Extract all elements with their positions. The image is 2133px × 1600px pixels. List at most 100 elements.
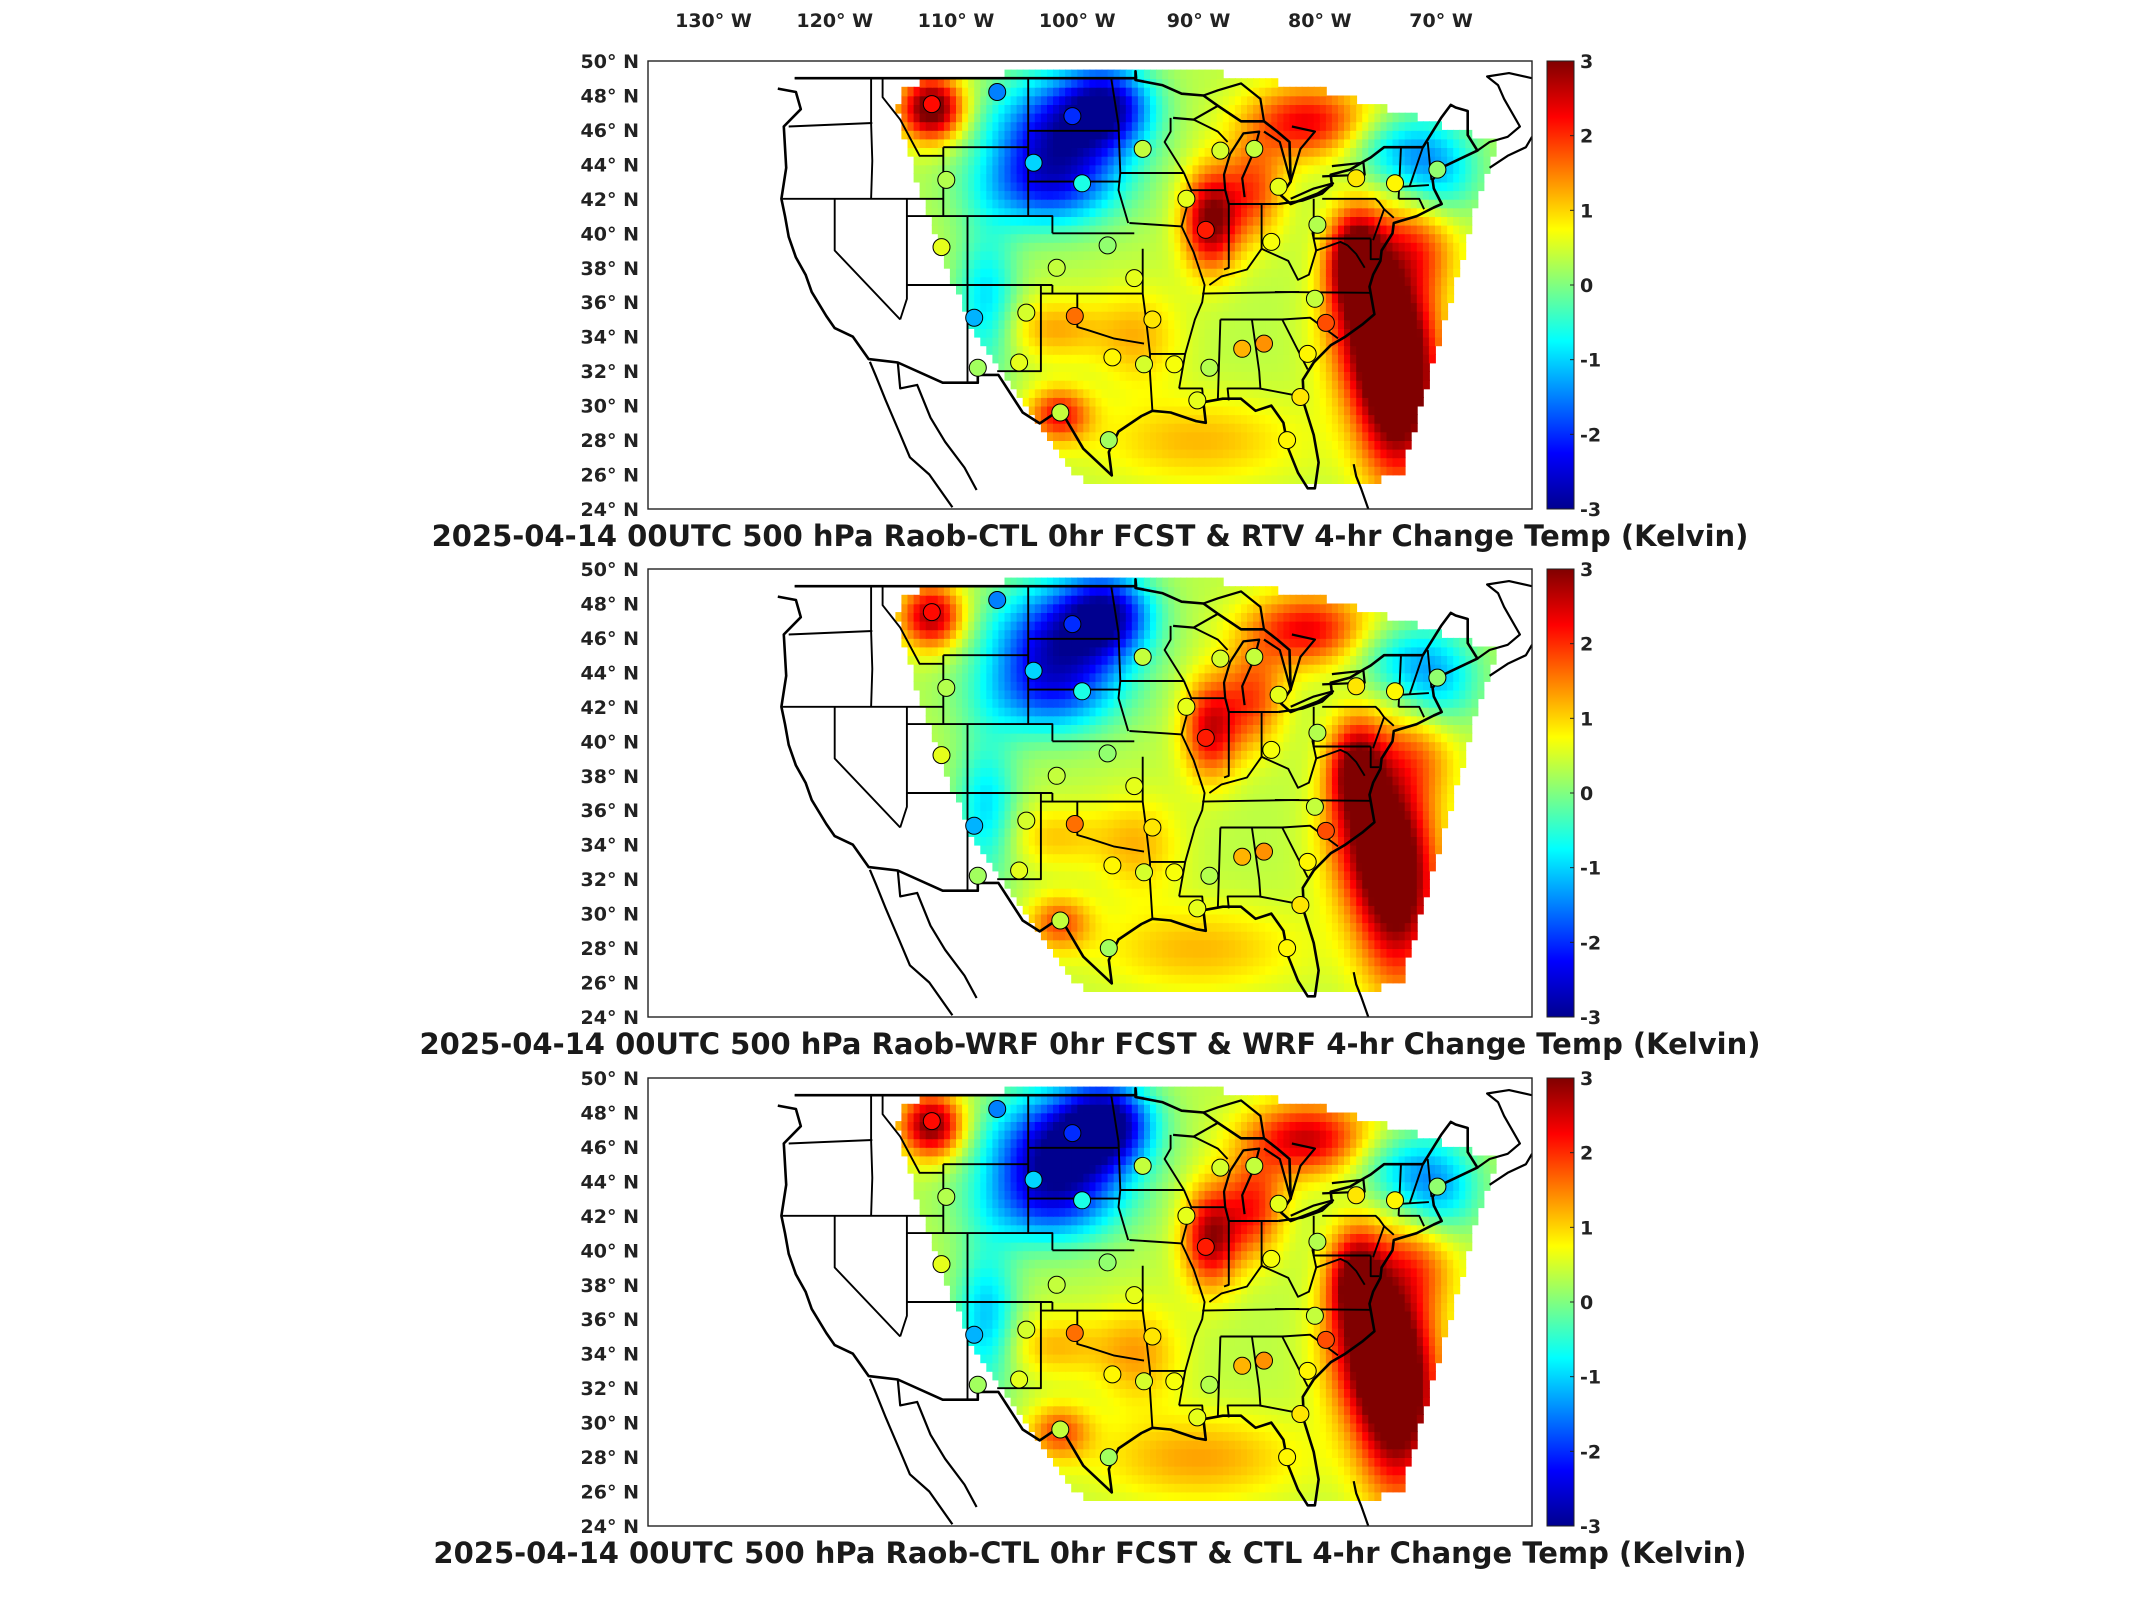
raob-station-marker [1065, 815, 1084, 833]
state-boundary [899, 1215, 908, 1337]
colorbar-tick-label: 1 [1580, 708, 1593, 730]
lat-tick-label: 24° N [581, 1007, 639, 1029]
state-boundary [1274, 798, 1370, 802]
raob-station-marker [1047, 766, 1066, 785]
raob-station-marker [1316, 1330, 1335, 1349]
panel-title: 2025-04-14 00UTC 500 hPa Raob-CTL 0hr FC… [432, 519, 1749, 553]
lat-tick-label: 32° N [581, 361, 639, 383]
colorbar-tick-label: -1 [1580, 858, 1601, 880]
state-boundary [870, 586, 874, 707]
raob-station-marker [1298, 344, 1317, 363]
raob-station-marker [1316, 313, 1335, 332]
colorbar-tick-label: 2 [1580, 634, 1593, 656]
raob-station-marker [932, 238, 951, 257]
state-boundary [1261, 247, 1318, 281]
raob-station-marker [1188, 391, 1207, 410]
raob-station-marker [1188, 1408, 1207, 1427]
state-boundary [997, 793, 1042, 881]
raob-station-marker [1063, 1124, 1082, 1143]
lat-tick-label: 50° N [581, 51, 639, 73]
great-lakes-outline [1173, 82, 1266, 123]
lat-tick-label: 32° N [581, 869, 639, 891]
coastline [868, 869, 954, 1016]
raob-station-marker [1262, 1249, 1281, 1268]
raob-station-marker [1024, 661, 1043, 680]
raob-station-marker [1065, 1324, 1084, 1342]
raob-station-marker [1017, 811, 1036, 830]
lon-tick-label: 110° W [918, 10, 995, 32]
raob-station-marker [1165, 1372, 1184, 1391]
state-boundary [1208, 248, 1263, 286]
raob-station-marker [1188, 899, 1207, 918]
state-boundary [1322, 705, 1386, 749]
raob-station-marker [1125, 777, 1144, 796]
lat-tick-label: 34° N [581, 835, 639, 857]
state-boundary [1383, 716, 1395, 727]
state-boundary [833, 198, 901, 321]
raob-station-marker [1073, 682, 1092, 701]
great-lakes-outline [1263, 1142, 1317, 1200]
state-boundary [881, 1095, 944, 1174]
state-boundary [1141, 756, 1154, 919]
lat-tick-label: 50° N [581, 1068, 639, 1090]
raob-station-marker [1316, 821, 1335, 840]
colorbar-tick-label: -3 [1580, 1516, 1601, 1538]
raob-station-marker [968, 866, 987, 885]
colorbar [1546, 1077, 1575, 1527]
coastline [1488, 136, 1532, 169]
state-boundary [788, 630, 873, 636]
raob-station-marker [1047, 258, 1066, 277]
raob-station-marker [1135, 863, 1153, 882]
lat-tick-label: 26° N [581, 1482, 639, 1504]
raob-station-marker [1211, 649, 1230, 668]
lat-tick-label: 32° N [581, 1378, 639, 1400]
state-boundary [1141, 248, 1154, 411]
coastline [1476, 579, 1532, 660]
state-boundary [1208, 756, 1263, 794]
coastline [1488, 644, 1532, 677]
lon-tick-label: 100° W [1039, 10, 1116, 32]
state-boundary [899, 706, 908, 828]
state-boundary [1129, 1239, 1182, 1245]
lat-tick-label: 40° N [581, 1240, 639, 1262]
raob-station-marker [1177, 1206, 1196, 1225]
raob-station-marker [1177, 697, 1196, 716]
state-boundary [1322, 197, 1386, 241]
raob-station-marker [1291, 388, 1310, 406]
state-boundary [1383, 1225, 1395, 1236]
raob-station-marker [1098, 1253, 1117, 1272]
raob-station-marker [1386, 174, 1404, 193]
great-lakes-outline [1173, 1099, 1266, 1140]
raob-station-marker [965, 1325, 984, 1344]
state-boundary [1163, 625, 1185, 682]
state-boundary [1193, 1135, 1229, 1160]
great-lakes-outline [1322, 1178, 1366, 1195]
great-lakes-outline [1278, 182, 1335, 206]
raob-station-marker [1245, 647, 1264, 666]
raob-station-marker [1347, 677, 1366, 696]
lat-tick-label: 28° N [581, 938, 639, 960]
state-boundary [788, 1139, 873, 1145]
state-boundary [1261, 1264, 1318, 1298]
coastline [1476, 1088, 1532, 1169]
lat-tick-label: 24° N [581, 499, 639, 521]
coastline [896, 1379, 978, 1508]
raob-station-marker [988, 83, 1007, 101]
raob-station-marker [1233, 847, 1252, 866]
raob-station-marker [1196, 220, 1215, 239]
map-panel-3: 50° N 48° N 46° N 44° N 42° N 40° N 38° N 36° N… [433, 1068, 1746, 1570]
great-lakes-outline [1173, 590, 1266, 631]
raob-station-marker [988, 1100, 1007, 1118]
coastline [896, 362, 978, 491]
raob-station-marker [1024, 153, 1043, 172]
us-coastline [777, 70, 1479, 490]
state-boundary [997, 285, 1042, 373]
state-boundary [833, 1215, 901, 1338]
state-boundary [1223, 204, 1230, 271]
raob-station-marker [1010, 353, 1029, 372]
coastline [1352, 463, 1370, 509]
raob-station-marker [968, 358, 987, 377]
lon-tick-label: 130° W [675, 10, 752, 32]
us-coastline [777, 1087, 1479, 1507]
